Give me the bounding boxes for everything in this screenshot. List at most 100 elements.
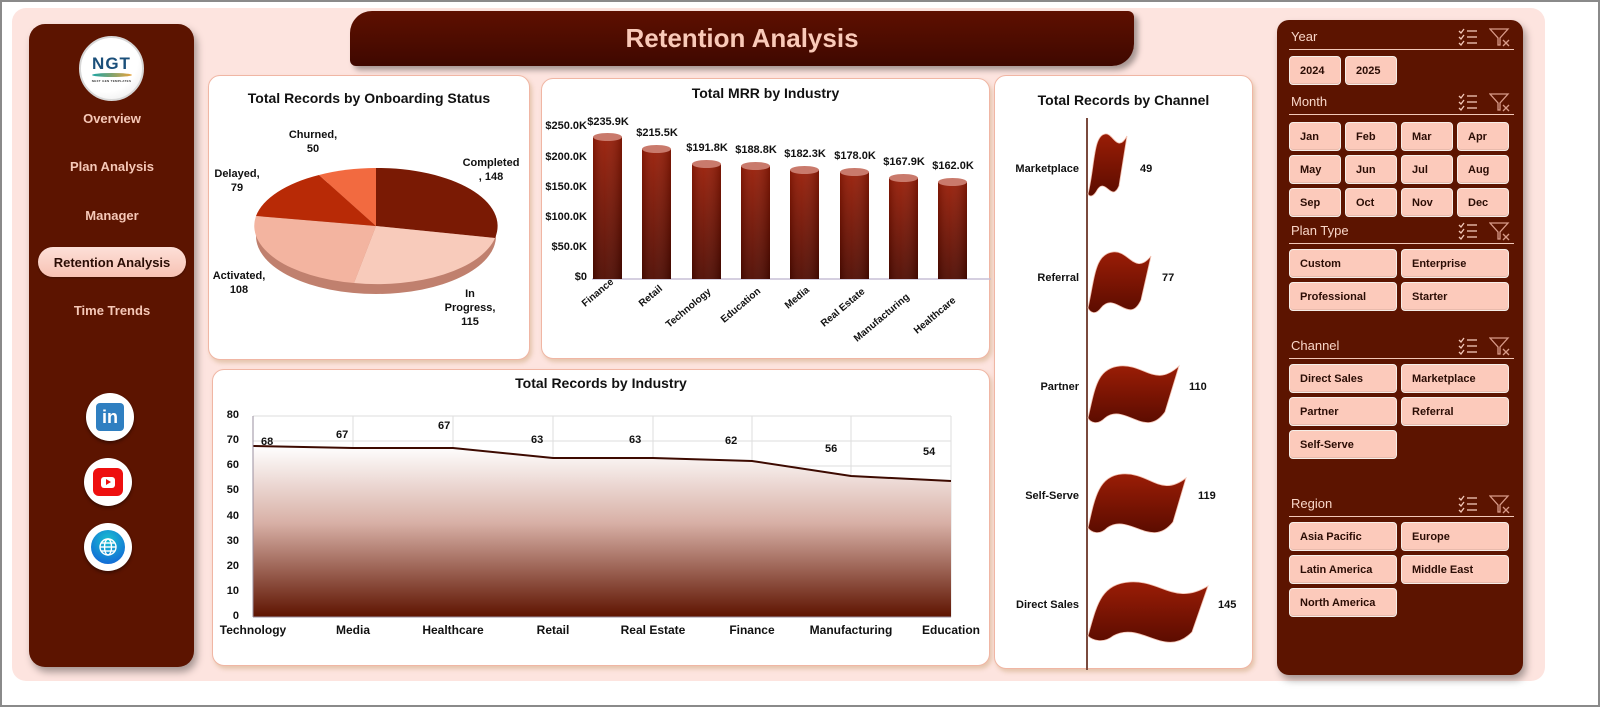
pie-label-completed: Completed, 148: [462, 157, 520, 183]
x-tick: Real Estate: [620, 623, 686, 637]
slicer-chip-latin-america[interactable]: Latin America: [1289, 555, 1397, 584]
slicer-chip-2025[interactable]: 2025: [1345, 56, 1397, 85]
slicer-chip-partner[interactable]: Partner: [1289, 397, 1397, 426]
pie-label-activated: Activated, 108: [212, 270, 266, 296]
logo-subtext: NEXT GEN TEMPLATES: [91, 78, 132, 83]
y-category-label: Direct Sales: [1016, 599, 1079, 611]
bar-data-label: $162.0K: [932, 160, 974, 172]
clear-filter-icon[interactable]: [1489, 336, 1511, 356]
y-tick: 50: [226, 484, 239, 496]
slicer-title: Month: [1291, 94, 1328, 109]
flag-value-label: 145: [1218, 599, 1237, 611]
slicer-chip-apr[interactable]: Apr: [1457, 122, 1509, 151]
flag-value-label: 77: [1162, 272, 1175, 284]
y-category-label: Self-Serve: [1025, 490, 1079, 502]
ngt-logo: NGT NEXT GEN TEMPLATES: [79, 36, 144, 101]
slicer-title: Year: [1291, 29, 1318, 44]
filter-panel: Year 2024 2025 Month Jan Feb Mar Apr May…: [1277, 20, 1523, 675]
slicer-chip-starter[interactable]: Starter: [1401, 282, 1509, 311]
bar-data-label: $188.8K: [735, 144, 777, 156]
slicer-chip-north-america[interactable]: North America: [1289, 588, 1397, 617]
slicer-chip-aug[interactable]: Aug: [1457, 155, 1509, 184]
sidebar-item-plan-analysis[interactable]: Plan Analysis: [69, 158, 155, 174]
sidebar-item-time-trends[interactable]: Time Trends: [73, 302, 151, 318]
area-data-label: 63: [629, 434, 642, 446]
slicer-chip-custom[interactable]: Custom: [1289, 249, 1397, 278]
slicer-header-year: Year: [1289, 26, 1514, 50]
y-tick: $250.0K: [545, 120, 587, 132]
slicer-chip-referral[interactable]: Referral: [1401, 397, 1509, 426]
multi-select-icon[interactable]: [1457, 336, 1479, 356]
flag-value-label: 110: [1189, 381, 1207, 393]
industry-area-chart: [252, 415, 952, 618]
records-by-channel-card: Total Records by Channel Marketplace Ref…: [994, 75, 1253, 670]
slicer-header-month: Month: [1289, 91, 1514, 115]
slicer-chip-sep[interactable]: Sep: [1289, 188, 1341, 217]
slicer-chip-2024[interactable]: 2024: [1289, 56, 1341, 85]
card-title: Total MRR by Industry: [691, 85, 840, 101]
y-category-label: Marketplace: [1015, 163, 1079, 175]
sidebar-nav: NGT NEXT GEN TEMPLATES Overview Plan Ana…: [29, 24, 194, 667]
y-tick: $150.0K: [545, 181, 587, 193]
slicer-chip-self-serve[interactable]: Self-Serve: [1289, 430, 1397, 459]
slicer-chip-oct[interactable]: Oct: [1345, 188, 1397, 217]
onboarding-status-card: Total Records by Onboarding Status Churn…: [208, 75, 530, 360]
y-tick: $200.0K: [545, 151, 587, 163]
y-tick: 60: [226, 459, 239, 471]
slicer-header-plan-type: Plan Type: [1289, 220, 1514, 244]
slicer-chip-enterprise[interactable]: Enterprise: [1401, 249, 1509, 278]
page-title-banner: Retention Analysis: [350, 11, 1134, 66]
slicer-chip-professional[interactable]: Professional: [1289, 282, 1397, 311]
slicer-chip-direct-sales[interactable]: Direct Sales: [1289, 364, 1397, 393]
website-button[interactable]: [84, 523, 132, 571]
y-tick: 0: [232, 610, 239, 622]
page-title: Retention Analysis: [625, 23, 859, 53]
clear-filter-icon[interactable]: [1489, 27, 1511, 47]
linkedin-button[interactable]: in: [86, 393, 134, 441]
slicer-chip-may[interactable]: May: [1289, 155, 1341, 184]
y-category-label: Referral: [1037, 272, 1079, 284]
flag-value-label: 49: [1140, 163, 1153, 175]
y-tick: $0: [574, 271, 587, 283]
slicer-chip-jan[interactable]: Jan: [1289, 122, 1341, 151]
multi-select-icon[interactable]: [1457, 494, 1479, 514]
y-category-label: Partner: [1040, 381, 1079, 393]
area-data-label: 63: [531, 434, 544, 446]
slicer-chip-jun[interactable]: Jun: [1345, 155, 1397, 184]
slicer-chip-nov[interactable]: Nov: [1401, 188, 1453, 217]
slicer-chip-mar[interactable]: Mar: [1401, 122, 1453, 151]
slicer-title: Region: [1291, 496, 1333, 511]
x-tick: Media: [335, 623, 370, 637]
sidebar-item-manager[interactable]: Manager: [85, 207, 139, 223]
clear-filter-icon[interactable]: [1489, 494, 1511, 514]
slicer-chip-europe[interactable]: Europe: [1401, 522, 1509, 551]
y-tick: 40: [226, 510, 239, 522]
clear-filter-icon[interactable]: [1489, 92, 1511, 112]
area-data-label: 68: [261, 436, 274, 448]
x-tick: Education: [921, 623, 980, 637]
multi-select-icon[interactable]: [1457, 27, 1479, 47]
bar-data-label: $182.3K: [784, 148, 826, 160]
pie-label-in-progress: In Progress, 115: [444, 288, 496, 328]
area-data-label: 56: [825, 443, 838, 455]
youtube-button[interactable]: [84, 458, 132, 506]
slicer-chip-marketplace[interactable]: Marketplace: [1401, 364, 1509, 393]
slicer-chip-jul[interactable]: Jul: [1401, 155, 1453, 184]
clear-filter-icon[interactable]: [1489, 221, 1511, 241]
slicer-chip-middle-east[interactable]: Middle East: [1401, 555, 1509, 584]
slicer-header-channel: Channel: [1289, 335, 1514, 359]
slicer-chip-asia-pacific[interactable]: Asia Pacific: [1289, 522, 1397, 551]
area-data-label: 54: [923, 446, 936, 458]
y-tick: $100.0K: [545, 211, 587, 223]
bar-data-label: $235.9K: [587, 116, 629, 128]
slicer-chip-feb[interactable]: Feb: [1345, 122, 1397, 151]
multi-select-icon[interactable]: [1457, 221, 1479, 241]
x-tick: Manufacturing: [809, 623, 893, 637]
channel-flag-chart: [1086, 118, 1209, 670]
sidebar-item-overview[interactable]: Overview: [83, 110, 141, 126]
sidebar-item-retention-analysis[interactable]: Retention Analysis: [38, 247, 186, 277]
x-tick: Technology: [219, 623, 287, 637]
multi-select-icon[interactable]: [1457, 92, 1479, 112]
card-title: Total Records by Onboarding Status: [247, 90, 491, 106]
slicer-chip-dec[interactable]: Dec: [1457, 188, 1509, 217]
